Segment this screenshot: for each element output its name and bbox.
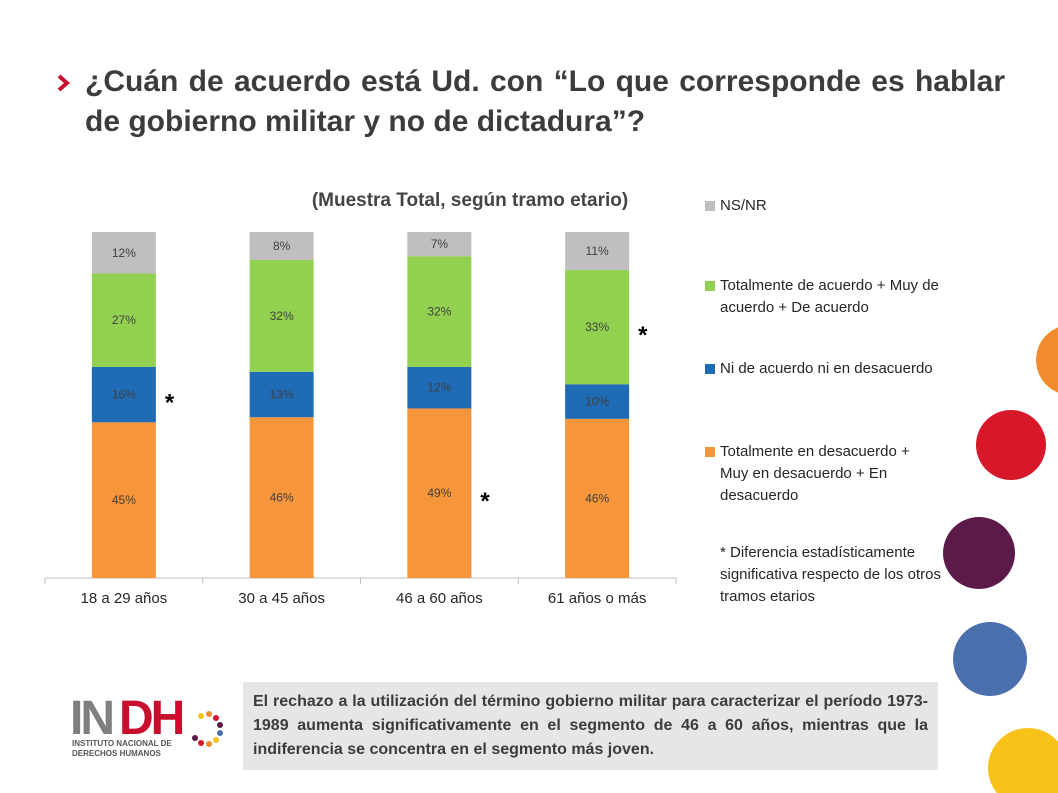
legend-label-desacuerdo: Totalmente en desacuerdo + Muy en desacu… [720,443,910,504]
bar-data-label: 12% [427,381,451,395]
significance-asterisk: * [480,488,490,515]
legend-label-acuerdo: Totalmente de acuerdo + Muy de acuerdo +… [720,277,939,316]
bar-segment [407,232,472,257]
bar-segment [249,259,314,372]
legend-swatch-nsnr [705,201,715,211]
bar-data-label: 7% [431,237,449,251]
bar-data-label: 8% [273,239,291,253]
conclusion-note: El rechazo a la utilización del término … [243,682,938,770]
bar-segment [249,417,314,578]
indh-logo: IN DH INSTITUTO NACIONAL DE DERECHOS HUM… [70,692,240,762]
legend-item-acuerdo: Totalmente de acuerdo + Muy de acuerdo +… [705,275,940,319]
x-tick-label: 46 a 60 años [396,590,483,607]
legend-label-ni-ni: Ni de acuerdo ni en desacuerdo [720,360,933,377]
bar-data-label: 33% [585,320,609,334]
bar-segment [565,232,630,271]
bar-segment [565,384,630,419]
significance-asterisk: * [638,322,648,349]
chart-subtitle: (Muestra Total, según tramo etario) [311,190,629,211]
indh-logo-graphic: IN DH INSTITUTO NACIONAL DE DERECHOS HUM… [70,692,223,758]
stacked-bar-chart: 45% 16% 27% 12% 18 a 29 años 46% 13% 32% 8% 30 a … [44,232,677,607]
significance-asterisk: * [165,390,175,417]
blue-circle-decoration [953,622,1027,696]
bar-data-label: 27% [112,313,136,327]
legend-item-nsnr: NS/NR [705,195,940,217]
legend-swatch-desacuerdo [705,447,715,457]
bar-data-label: 32% [270,309,294,323]
bar-segment [249,232,314,260]
legend-swatch-acuerdo [705,281,715,291]
bar-segment [91,232,156,274]
svg-text:IN: IN [70,692,112,745]
page-title: ¿Cuán de acuerdo está Ud. con “Lo que co… [85,65,1005,138]
bar-data-label: 32% [427,305,451,319]
bar-segment [249,371,314,418]
svg-text:INSTITUTO NACIONAL DE: INSTITUTO NACIONAL DE [72,739,172,748]
legend-item-ni-ni: Ni de acuerdo ni en desacuerdo [705,358,940,380]
bar-segment [565,418,630,578]
x-tick-label: 30 a 45 años [238,590,325,607]
bar-segment [565,270,630,385]
svg-text:DH: DH [119,692,183,745]
bar-data-label: 45% [112,493,136,507]
bar-segment [407,256,472,367]
svg-text:DERECHOS HUMANOS: DERECHOS HUMANOS [72,749,162,758]
bar-data-label: 13% [270,388,294,402]
bar-data-label: 10% [585,395,609,409]
red-circle-decoration [976,410,1046,480]
bar-segment [91,273,156,367]
x-tick-label: 61 años o más [548,590,646,607]
bar-data-label: 46% [585,491,609,505]
bar-data-label: 16% [112,388,136,402]
bar-segment [91,422,156,578]
bar-segment [407,366,472,409]
chevron-right-icon [57,74,71,92]
significance-note: * Diferencia estadísticamente significat… [720,544,941,605]
bar-data-label: 12% [112,246,136,260]
bar-segment [91,366,156,423]
yellow-circle-decoration [988,728,1058,793]
bar-data-label: 49% [427,486,451,500]
title-block: ¿Cuán de acuerdo está Ud. con “Lo que co… [55,62,1005,142]
legend-item-desacuerdo: Totalmente en desacuerdo + Muy en desacu… [705,441,940,507]
bar-data-label: 11% [586,244,609,258]
bar-segment [407,408,472,578]
legend-swatch-ni-ni [705,364,715,374]
legend-label-nsnr: NS/NR [720,197,767,214]
orange-circle-decoration [1036,325,1058,395]
x-tick-label: 18 a 29 años [81,590,168,607]
bar-data-label: 46% [270,491,294,505]
purple-circle-decoration [943,517,1015,589]
